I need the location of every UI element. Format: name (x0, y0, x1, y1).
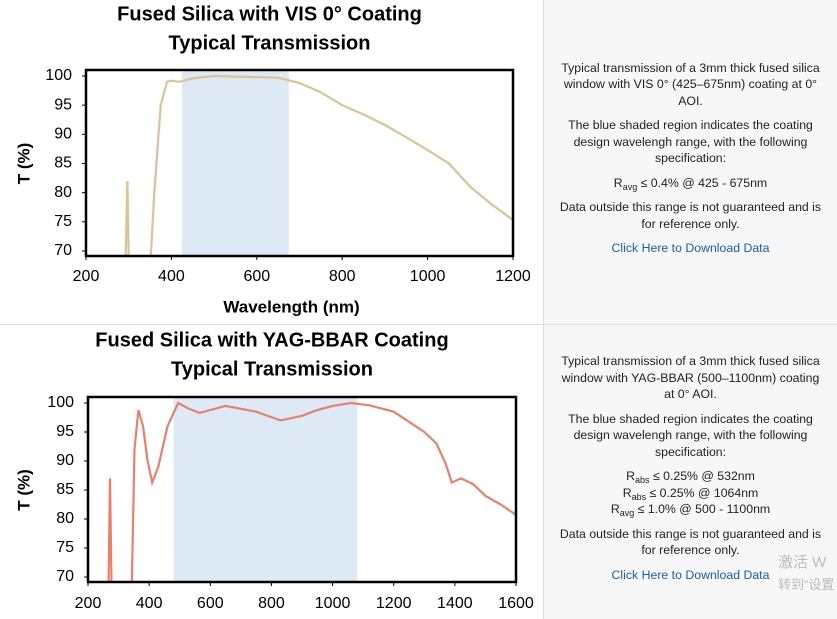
chart-title: Fused Silica with YAG-BBAR Coating (95, 329, 448, 351)
y-tick-label: 90 (56, 452, 74, 469)
x-tick-label: 1200 (495, 268, 531, 285)
y-tick-label: 70 (54, 242, 72, 259)
plot-frame (86, 395, 518, 584)
y-tick-label: 80 (54, 184, 72, 201)
link-wrap: Click Here to Download Data (556, 567, 825, 584)
x-tick-label: 400 (158, 268, 185, 285)
x-tick-label: 1400 (437, 595, 473, 612)
chart: Fused Silica with YAG-BBAR Coating Typica… (14, 329, 534, 612)
x-tick-label: 200 (75, 595, 102, 612)
y-tick-label: 100 (45, 67, 72, 84)
x-tick-label: 200 (73, 268, 100, 285)
x-tick-label: 800 (258, 595, 285, 612)
x-tick-label: 800 (329, 268, 356, 285)
spec-list: Rabs ≤ 0.25% @ 532nm Rabs ≤ 0.25% @ 1064n… (556, 468, 825, 518)
data-line (124, 74, 513, 256)
product-row: Fused Silica with VIS 0° Coating Typical … (0, 0, 837, 325)
data-line (107, 401, 516, 582)
note: Data outside this range is not guarantee… (559, 526, 822, 558)
spec-text: ≤ 0.25% @ 532nm (652, 469, 755, 483)
y-tick-label: 80 (56, 510, 74, 527)
x-tick-label: 1000 (315, 595, 351, 612)
paragraph: The blue shaded region indicates the coa… (568, 411, 813, 459)
spec-text: ≤ 1.0% @ 500 - 1100nm (637, 502, 771, 516)
y-tick-label: 75 (56, 539, 74, 556)
spec-subscript: abs (635, 475, 650, 485)
chart: Fused Silica with VIS 0° Coating Typical … (14, 3, 531, 316)
y-axis-label: T (%) (14, 469, 33, 511)
paragraph: Typical transmission of a 3mm thick fuse… (561, 354, 820, 401)
spec-subscript: avg (619, 508, 635, 518)
spec: Rabs ≤ 0.25% @ 1064nm (556, 485, 825, 502)
chart-subtitle: Typical Transmission (169, 32, 371, 54)
y-tick-label: 90 (54, 126, 72, 143)
spec-text: ≤ 0.25% @ 1064nm (649, 485, 759, 500)
y-tick-label: 100 (47, 394, 74, 411)
download-link[interactable]: Click Here to Download Data (611, 241, 770, 255)
y-tick-label: 85 (56, 481, 74, 498)
spec-text: ≤ 0.4% @ 425 - 675nm (640, 175, 768, 190)
y-tick-label: 95 (56, 423, 74, 440)
watermark: 激活 W (778, 554, 827, 571)
chart-title: Fused Silica with VIS 0° Coating (117, 3, 422, 25)
watermark: 转到“设置 (778, 577, 835, 592)
y-tick-label: 75 (54, 213, 72, 230)
spec-symbol: R (626, 469, 635, 483)
y-tick-label: 85 (54, 155, 72, 172)
link-wrap: Click Here to Download Data (556, 240, 825, 257)
spec-symbol: R (613, 175, 623, 190)
note: Data outside this range is not guarantee… (559, 200, 822, 231)
x-axis-label: Wavelength (nm) (223, 297, 359, 316)
paragraph: Typical transmission of a 3mm thick fuse… (561, 60, 820, 108)
spec-subscript: abs (631, 491, 647, 502)
y-axis-label: T (%) (14, 143, 33, 185)
download-link[interactable]: Click Here to Download Data (611, 567, 770, 582)
spec-subscript: avg (622, 181, 638, 192)
spec: Ravg ≤ 0.4% @ 425 - 675nm (556, 175, 825, 192)
product-row: Fused Silica with YAG-BBAR Coating Typica… (0, 325, 837, 619)
y-tick-label: 95 (54, 96, 72, 113)
spec-symbol: R (622, 485, 632, 500)
spec-symbol: R (610, 502, 620, 516)
x-tick-label: 1200 (376, 595, 412, 612)
spec-list: Ravg ≤ 0.4% @ 425 - 675nm (556, 175, 825, 192)
x-tick-label: 600 (243, 268, 270, 285)
x-tick-label: 600 (197, 595, 224, 612)
description-panel: Typical transmission of a 3mm thick fuse… (543, 325, 837, 619)
x-tick-label: 1000 (410, 268, 446, 285)
spec: Ravg ≤ 1.0% @ 500 - 1100nm (556, 501, 825, 518)
x-tick-label: 1600 (498, 595, 534, 612)
description-panel: Typical transmission of a 3mm thick fuse… (543, 0, 837, 324)
spec: Rabs ≤ 0.25% @ 532nm (556, 468, 825, 485)
y-tick-label: 70 (56, 568, 74, 585)
shaded-region (182, 70, 289, 256)
shaded-region (173, 397, 358, 582)
chart-subtitle: Typical Transmission (171, 358, 373, 380)
paragraph: The blue shaded region indicates the coa… (568, 118, 813, 165)
x-tick-label: 400 (136, 595, 163, 612)
plot-frame (84, 68, 515, 258)
